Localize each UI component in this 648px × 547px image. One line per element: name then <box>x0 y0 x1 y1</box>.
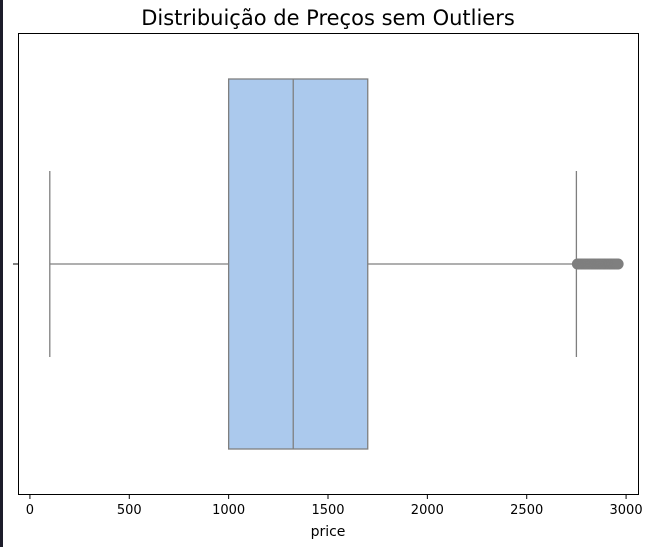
outlier-point <box>612 258 624 270</box>
window-edge <box>0 0 3 547</box>
x-axis-label: price <box>311 524 346 540</box>
x-tick-label: 0 <box>26 503 34 518</box>
x-tick-label: 2500 <box>510 503 543 518</box>
x-tick-label: 1500 <box>311 503 344 518</box>
x-tick-label: 3000 <box>610 503 643 518</box>
x-tick-label: 500 <box>117 503 142 518</box>
outlier-points <box>571 258 624 270</box>
x-tick-label: 2000 <box>411 503 444 518</box>
interquartile-box <box>227 78 369 450</box>
chart-title: Distribuição de Preços sem Outliers <box>141 6 515 30</box>
x-axis: 0 500 1000 1500 2000 2500 3000 <box>26 494 643 518</box>
box-plot <box>49 78 624 450</box>
x-tick-label: 1000 <box>212 503 245 518</box>
